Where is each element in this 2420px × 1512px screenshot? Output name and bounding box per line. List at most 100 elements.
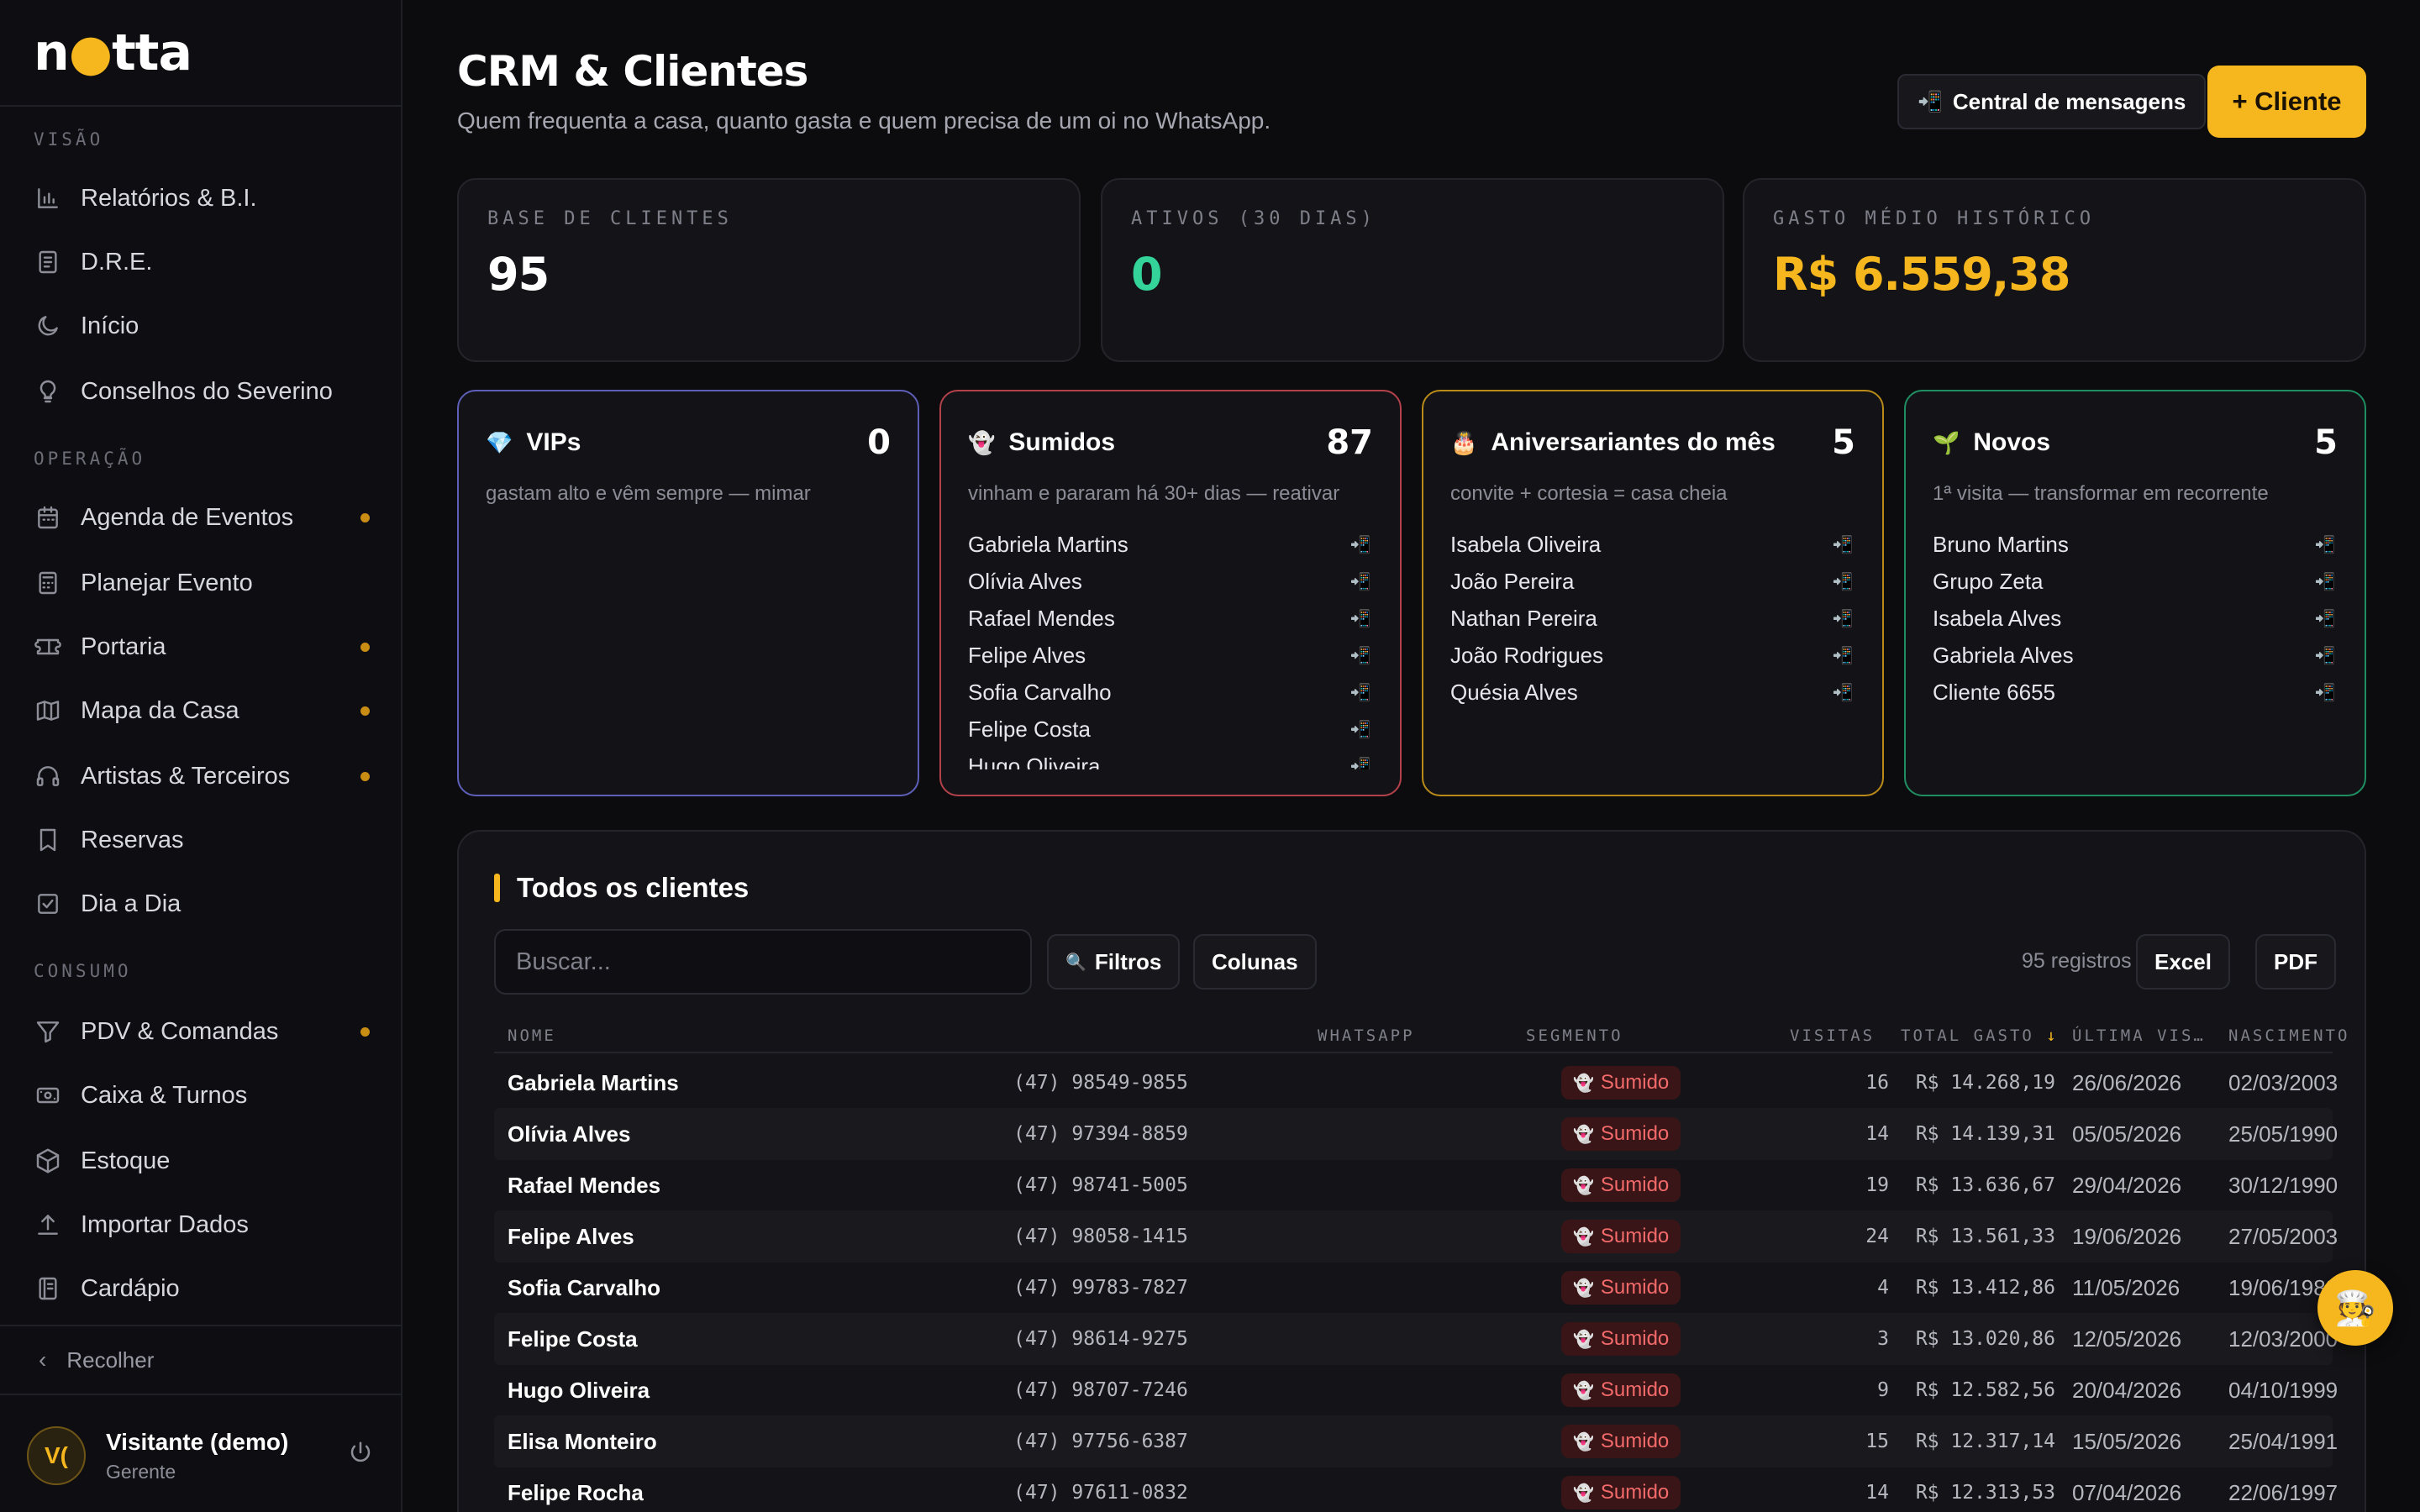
whatsapp-send-icon[interactable]: 📲 <box>1349 572 1371 591</box>
table-row[interactable]: Elisa Monteiro (47) 97756-6387 👻 Sumido 15 R$… <box>494 1415 2338 1467</box>
whatsapp-send-icon[interactable]: 📲 <box>2314 609 2336 628</box>
whatsapp-send-icon[interactable]: 📲 <box>1832 609 1854 628</box>
section-label-operacao: OPERAÇÃO <box>34 449 146 469</box>
sidebar-item[interactable]: Planejar Evento <box>34 558 370 608</box>
messages-center-button[interactable]: 📲 Central de mensagens <box>1897 74 2207 129</box>
table-row[interactable]: Felipe Rocha (47) 97611-0832 👻 Sumido 14 R$ 1… <box>494 1467 2338 1512</box>
sidebar-item[interactable]: Estoque <box>34 1136 370 1186</box>
whatsapp-send-icon[interactable]: 📲 <box>1349 646 1371 665</box>
sidebar-item-label: Estoque <box>81 1147 171 1174</box>
segment-list-item: Rafael Mendes 📲 <box>968 600 1373 637</box>
sidebar-item[interactable]: Reservas <box>34 815 370 865</box>
sidebar-item[interactable]: Conselhos do Severino <box>34 366 370 417</box>
assistant-fab-button[interactable]: 🧑‍🍳 <box>2317 1270 2393 1346</box>
table-row[interactable]: Felipe Alves (47) 98058-1415 👻 Sumido 24 R$ 1… <box>494 1210 2338 1263</box>
segment-title: Sumidos <box>1008 428 1116 456</box>
client-name: Felipe Costa <box>968 716 1091 742</box>
search-filter-icon: 🔍 <box>1065 953 1086 972</box>
user-profile[interactable]: V( Visitante (demo) Gerente <box>27 1426 288 1485</box>
power-icon[interactable] <box>348 1440 378 1470</box>
cell-last-visit: 20/04/2026 <box>2072 1377 2182 1403</box>
table-row[interactable]: Gabriela Martins (47) 98549-9855 👻 Sumido 16… <box>494 1057 2338 1109</box>
sidebar-item[interactable]: PDV & Comandas <box>34 1006 370 1057</box>
segment-card[interactable]: 💎 VIPs 0 gastam alto e vêm sempre — mimar <box>457 390 919 796</box>
cell-whatsapp: (47) 97611-0832 <box>1013 1482 1188 1504</box>
ghost-icon: 👻 <box>1573 1125 1594 1144</box>
sidebar-item[interactable]: Início <box>34 301 370 351</box>
sidebar-item[interactable]: Cardápio <box>34 1263 370 1314</box>
logo-wordmark: n●tta <box>34 23 192 82</box>
add-client-button[interactable]: + Cliente <box>2207 66 2366 138</box>
cell-total-spent: R$ 12.313,53 <box>1915 1482 2055 1504</box>
cell-whatsapp: (47) 98741-5005 <box>1013 1174 1188 1196</box>
whatsapp-send-icon[interactable]: 📲 <box>1349 683 1371 702</box>
sidebar-item-label: Planejar Evento <box>81 569 253 596</box>
export-pdf-button[interactable]: PDF <box>2255 934 2336 990</box>
cash-icon <box>34 1081 62 1110</box>
cell-name: Felipe Costa <box>508 1326 638 1352</box>
table-row[interactable]: Hugo Oliveira (47) 98707-7246 👻 Sumido 9 R$ 1… <box>494 1364 2338 1416</box>
sidebar-item[interactable]: Relatórios & B.I. <box>34 173 370 223</box>
segment-count: 5 <box>2314 423 2338 462</box>
sidebar-item[interactable]: Agenda de Eventos <box>34 492 370 543</box>
table-row[interactable]: Rafael Mendes (47) 98741-5005 👻 Sumido 19 R$ … <box>494 1159 2338 1211</box>
collapse-label: Recolher <box>66 1347 155 1373</box>
whatsapp-send-icon[interactable]: 📲 <box>1832 683 1854 702</box>
stat-value: R$ 6.559,38 <box>1773 248 2070 301</box>
ghost-icon: 👻 <box>1573 1227 1594 1247</box>
column-header-name[interactable]: NOME <box>508 1026 556 1045</box>
sidebar-item-label: Conselhos do Severino <box>81 377 333 405</box>
column-header-visits[interactable]: VISITAS <box>1790 1026 1876 1045</box>
sidebar-item[interactable]: Portaria <box>34 622 370 672</box>
whatsapp-send-icon[interactable]: 📲 <box>1832 535 1854 554</box>
column-header-birthdate[interactable]: NASCIMENTO <box>2228 1026 2350 1045</box>
whatsapp-send-icon[interactable]: 📲 <box>1832 572 1854 591</box>
export-excel-button[interactable]: Excel <box>2136 934 2230 990</box>
client-name: Hugo Oliveira <box>968 753 1101 770</box>
brand-logo[interactable]: n●tta <box>0 0 401 107</box>
column-header-last-visit[interactable]: ÚLTIMA VIS… <box>2072 1026 2206 1045</box>
avatar: V( <box>27 1426 86 1485</box>
sidebar-item[interactable]: Artistas & Terceiros <box>34 751 370 801</box>
segment-card[interactable]: 🌱 Novos 5 1ª visita — transformar em recorr… <box>1904 390 2366 796</box>
column-header-whatsapp[interactable]: WHATSAPP <box>1318 1026 1415 1045</box>
ghost-icon: 👻 <box>1573 1176 1594 1195</box>
whatsapp-send-icon[interactable]: 📲 <box>2314 535 2336 554</box>
table-row[interactable]: Felipe Costa (47) 98614-9275 👻 Sumido 3 R$ 13… <box>494 1313 2338 1365</box>
sidebar-item[interactable]: Caixa & Turnos <box>34 1070 370 1121</box>
search-input[interactable] <box>494 929 1032 995</box>
segment-count: 5 <box>1832 423 1855 462</box>
client-name: Cliente 6655 <box>1933 679 2055 705</box>
sidebar-item[interactable]: Importar Dados <box>34 1200 370 1250</box>
whatsapp-send-icon[interactable]: 📲 <box>1832 646 1854 665</box>
segment-card[interactable]: 🎂 Aniversariantes do mês 5 convite + cortes… <box>1422 390 1884 796</box>
cell-last-visit: 11/05/2026 <box>2072 1274 2181 1300</box>
table-row[interactable]: Olívia Alves (47) 97394-8859 👻 Sumido 14 R$ 1… <box>494 1108 2338 1160</box>
segment-card[interactable]: 👻 Sumidos 87 vinham e pararam há 30+ dias —… <box>939 390 1402 796</box>
whatsapp-send-icon[interactable]: 📲 <box>1349 535 1371 554</box>
page-subtitle: Quem frequenta a casa, quanto gasta e qu… <box>457 108 1271 134</box>
whatsapp-send-icon[interactable]: 📲 <box>1349 609 1371 628</box>
table-row[interactable]: Sofia Carvalho (47) 99783-7827 👻 Sumido 4 R$ … <box>494 1262 2338 1314</box>
segment-description: convite + cortesia = casa cheia <box>1450 482 1728 505</box>
status-badge: 👻 Sumido <box>1561 1271 1681 1305</box>
sidebar-item[interactable]: Mapa da Casa <box>34 685 370 736</box>
filters-button[interactable]: 🔍 Filtros <box>1047 934 1181 990</box>
cell-segment: 👻 Sumido <box>1561 1108 1681 1160</box>
cell-last-visit: 05/05/2026 <box>2072 1121 2182 1147</box>
whatsapp-send-icon[interactable]: 📲 <box>2314 683 2336 702</box>
status-badge: 👻 Sumido <box>1561 1066 1681 1100</box>
sidebar-item-label: Relatórios & B.I. <box>81 184 257 212</box>
sidebar-item[interactable]: D.R.E. <box>34 237 370 287</box>
whatsapp-send-icon[interactable]: 📲 <box>1349 757 1371 770</box>
collapse-sidebar-button[interactable]: ‹ Recolher <box>0 1325 402 1395</box>
whatsapp-send-icon[interactable]: 📲 <box>2314 646 2336 665</box>
whatsapp-send-icon[interactable]: 📲 <box>1349 720 1371 739</box>
column-header-total[interactable]: TOTAL GASTO ↓ <box>1901 1026 2059 1045</box>
sidebar-item[interactable]: Dia a Dia <box>34 879 370 929</box>
columns-button[interactable]: Colunas <box>1193 934 1317 990</box>
cell-visits: 15 <box>1865 1431 1889 1452</box>
cell-whatsapp: (47) 97756-6387 <box>1013 1431 1188 1452</box>
column-header-segment[interactable]: SEGMENTO <box>1526 1026 1623 1045</box>
whatsapp-send-icon[interactable]: 📲 <box>2314 572 2336 591</box>
